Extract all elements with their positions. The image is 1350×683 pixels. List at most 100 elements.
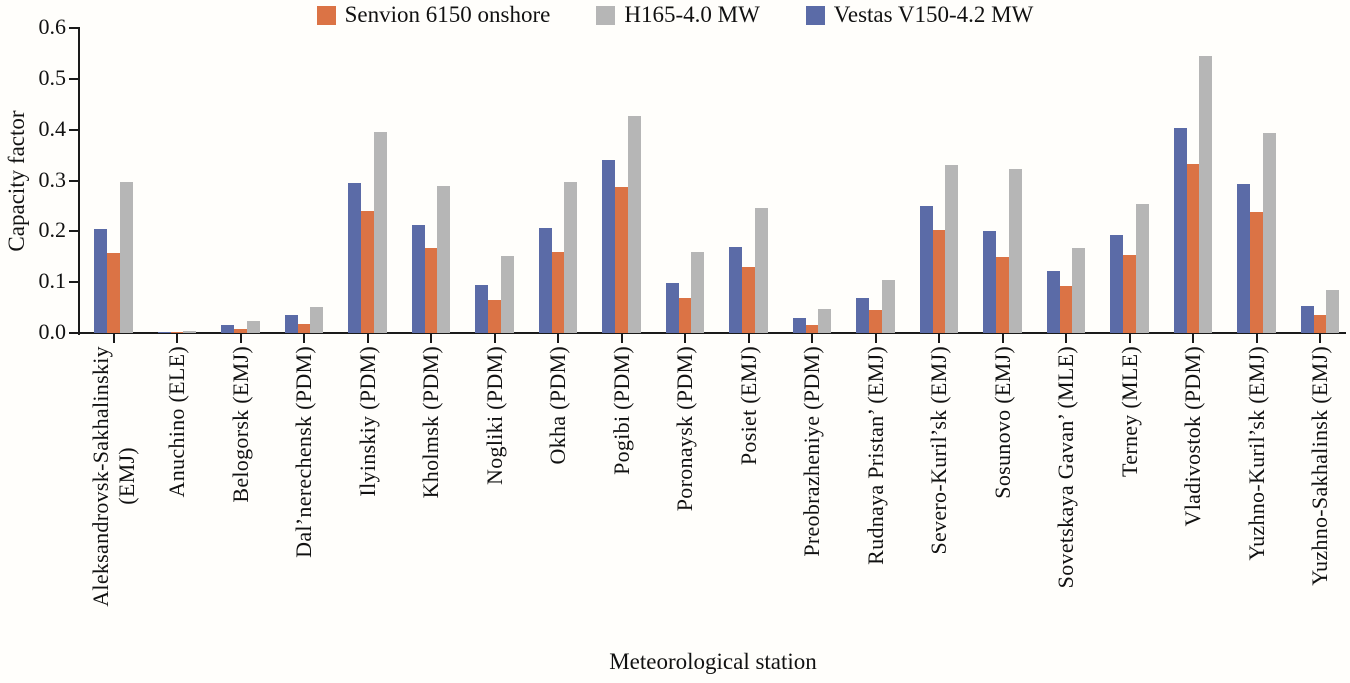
x-category-label: Belogorsk (EMJ) — [227, 346, 253, 503]
y-tick-label: 0.6 — [38, 14, 67, 39]
bar — [627, 116, 641, 333]
bar — [1199, 55, 1213, 333]
bar — [488, 299, 501, 333]
bar — [284, 315, 298, 333]
x-tick — [1128, 334, 1131, 343]
legend-label: H165-4.0 MW — [624, 2, 760, 27]
x-category-label: Dal’nerechensk (PDM) — [291, 346, 316, 558]
x-category-label: Terney (MLE) — [1116, 346, 1142, 477]
bar — [538, 228, 552, 333]
x-category-label: Yuzhno-Sakhalinsk (EMJ) — [1307, 346, 1332, 586]
bar — [945, 165, 959, 333]
y-tick — [69, 230, 78, 233]
bar — [1046, 270, 1060, 333]
y-tick-label: 0.2 — [38, 217, 67, 243]
bar — [729, 246, 743, 333]
x-category-label: Okha (PDM) — [545, 346, 570, 465]
x-category-label: Preobrazheniye (PDM) — [799, 346, 824, 557]
bar — [437, 186, 451, 333]
bar — [881, 280, 895, 333]
bar — [602, 160, 616, 333]
y-tick-label: 0.4 — [38, 115, 67, 141]
bar — [221, 325, 235, 333]
bar — [1186, 163, 1200, 333]
bar — [996, 256, 1009, 333]
y-tick — [69, 77, 78, 80]
y-tick-label: 0.0 — [38, 319, 67, 344]
x-category-label: Anuchino (ELE) — [164, 346, 189, 498]
bar — [792, 318, 806, 333]
y-tick — [69, 27, 78, 29]
bar — [348, 183, 362, 333]
bar — [1262, 132, 1276, 333]
x-tick — [874, 334, 877, 343]
x-tick — [303, 334, 305, 343]
x-tick — [430, 334, 432, 343]
bar — [1008, 168, 1022, 333]
legend-label: Vestas V150-4.2 MW — [833, 2, 1034, 27]
x-category-label: Ilyinskiy (PDM) — [354, 346, 380, 497]
bar — [157, 331, 171, 333]
bar — [234, 328, 247, 333]
x-tick — [1065, 334, 1067, 343]
bar — [665, 282, 679, 333]
y-tick — [69, 332, 78, 334]
legend-swatch-icon — [805, 5, 825, 25]
bar — [1135, 204, 1149, 333]
x-tick — [1192, 334, 1194, 343]
bar — [1326, 290, 1340, 333]
bar — [94, 228, 108, 333]
bar — [373, 131, 387, 333]
y-tick — [69, 179, 78, 182]
x-axis-line — [78, 332, 1346, 334]
y-tick-label: 0.3 — [38, 166, 67, 192]
legend-swatch-icon — [596, 5, 616, 25]
bar — [1059, 286, 1073, 333]
bar — [742, 266, 755, 333]
x-category-label: Vladivostok (PDM) — [1180, 346, 1205, 527]
legend-item: Vestas V150-4.2 MW — [805, 2, 1034, 28]
x-category-label: Kholmsk (PDM) — [418, 346, 443, 499]
legend-item: H165-4.0 MW — [596, 2, 760, 28]
x-category-label: Pogibi (PDM) — [608, 346, 634, 475]
bar — [310, 306, 324, 333]
bar — [1313, 315, 1327, 333]
y-tick — [69, 128, 78, 131]
bar — [919, 205, 933, 333]
bar — [1250, 212, 1263, 333]
bar — [678, 297, 692, 333]
bar — [615, 187, 628, 333]
bar — [1123, 254, 1136, 333]
y-tick-label: 0.5 — [38, 64, 67, 90]
x-tick — [1001, 334, 1004, 343]
bar — [297, 323, 311, 333]
bar — [475, 285, 489, 333]
x-tick — [684, 334, 686, 343]
x-tick — [1255, 334, 1258, 343]
legend-swatch-icon — [316, 5, 336, 25]
x-category-label: Sosunovo (EMJ) — [989, 346, 1015, 499]
x-tick — [1319, 334, 1321, 343]
bar — [1300, 306, 1314, 333]
bar — [361, 211, 374, 333]
bar — [1110, 234, 1124, 333]
bar — [170, 332, 184, 333]
x-tick — [239, 334, 242, 343]
legend-item: Senvion 6150 onshore — [316, 2, 550, 28]
x-axis-title: Meteorological station — [609, 649, 817, 674]
chart-legend: Senvion 6150 onshore H165-4.0 MW Vestas V1… — [0, 2, 1350, 28]
bar — [107, 253, 120, 333]
bar — [1237, 183, 1251, 333]
bar — [119, 182, 133, 333]
y-axis-line — [78, 27, 80, 335]
bar — [869, 309, 882, 333]
x-category-label: Posiet (EMJ) — [735, 346, 761, 466]
bar — [424, 248, 438, 333]
bar — [246, 321, 260, 333]
x-category-label: Rudnaya Pristan’ (EMJ) — [862, 346, 888, 565]
x-category-label: Yuzhno-Kuril’sk (EMJ) — [1243, 346, 1269, 561]
x-tick — [811, 334, 813, 343]
bar — [500, 255, 514, 333]
bar — [551, 251, 565, 333]
